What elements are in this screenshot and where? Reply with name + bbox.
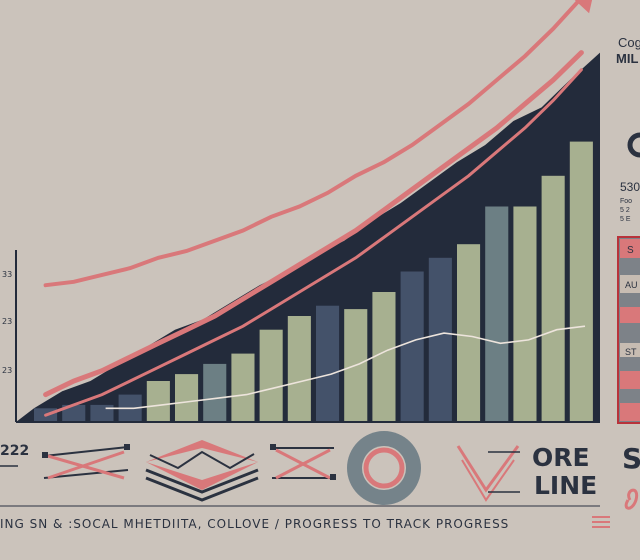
side-row-bg xyxy=(620,275,640,293)
bar xyxy=(457,244,481,422)
side-row-bg xyxy=(620,371,640,389)
side-row-bg xyxy=(620,343,640,357)
side-row-label: ST xyxy=(625,347,637,357)
side-row-label: S xyxy=(627,245,634,256)
swirl-icon xyxy=(624,488,639,510)
bar xyxy=(400,271,424,422)
big-label-line1: ORE xyxy=(532,443,590,472)
side-panel: Cog MIL 530 Foo 5 2 5 E S AU ST xyxy=(616,35,640,424)
dark-area-fill xyxy=(16,52,600,422)
bar xyxy=(203,363,227,422)
bar-chart: 33 23 23 xyxy=(2,0,600,423)
y-tick-label: 23 xyxy=(2,366,12,375)
right-corner-label: S xyxy=(622,442,640,475)
y-tick-label: 33 xyxy=(2,270,12,279)
bar xyxy=(231,353,255,422)
side-row-label: AU xyxy=(625,280,638,290)
bar xyxy=(316,305,340,422)
side-row-bg xyxy=(620,258,640,275)
side-small-line: Foo xyxy=(620,198,632,205)
wave-chevron-icon xyxy=(456,445,520,502)
bar xyxy=(513,206,537,422)
side-row-bg xyxy=(620,403,640,421)
side-small-line: 5 2 xyxy=(620,207,630,214)
wave-line xyxy=(105,325,586,410)
bottom-left-number: 222 xyxy=(0,443,29,459)
side-row-bg xyxy=(620,357,640,371)
big-label-line2: LINE xyxy=(534,471,597,500)
bottom-caption: ING SN & :SOCAL MHETDIITA, COLLOVE / PRO… xyxy=(0,517,509,531)
bar xyxy=(485,206,509,422)
circle-icon xyxy=(627,132,640,158)
bar xyxy=(62,404,86,422)
menu-icon xyxy=(592,516,610,528)
bar xyxy=(259,329,283,422)
side-small-line: 5 E xyxy=(620,216,631,223)
crossed-lines-icon xyxy=(42,444,130,480)
side-row-bg xyxy=(620,307,640,323)
y-tick-labels: 33 23 23 xyxy=(2,270,12,375)
crossed-lines-icon xyxy=(270,444,336,480)
side-number-label: 530 xyxy=(620,180,640,194)
bar xyxy=(541,175,565,422)
bar xyxy=(146,381,170,422)
bar xyxy=(175,374,199,422)
layered-chevron-icon xyxy=(145,440,259,502)
side-row-bg xyxy=(620,239,640,258)
bar xyxy=(90,404,114,422)
bar xyxy=(372,292,396,422)
side-row-bg xyxy=(620,323,640,343)
side-row-bg xyxy=(620,389,640,403)
trend-line xyxy=(44,68,583,417)
side-table: S AU ST xyxy=(620,239,640,421)
side-heading-small: Cog xyxy=(618,35,640,50)
trend-line xyxy=(43,0,583,288)
bottom-icon-strip: 222 xyxy=(0,431,640,510)
bar xyxy=(428,257,452,422)
target-icon xyxy=(347,431,421,505)
y-tick-label: 23 xyxy=(2,317,12,326)
bar xyxy=(569,141,593,422)
bar-group xyxy=(34,141,593,422)
trend-arrow-head xyxy=(574,0,593,14)
trend-lines xyxy=(43,0,584,417)
side-heading-bold: MIL xyxy=(616,51,638,66)
trend-line xyxy=(43,50,584,398)
side-row-bg xyxy=(620,293,640,307)
bar xyxy=(287,316,311,422)
